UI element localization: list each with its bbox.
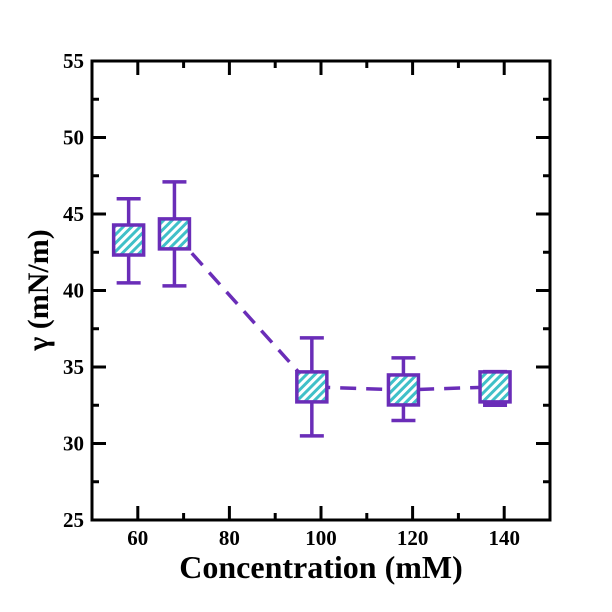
plot-frame	[90, 59, 552, 522]
x-tick-label: 60	[127, 526, 148, 550]
data-point-marker	[295, 370, 329, 404]
y-tick-label: 45	[63, 202, 84, 226]
y-tick-label: 40	[63, 279, 84, 303]
series-line	[173, 232, 496, 392]
tick-labels: 25 30 35 40 45 50 55 60 80 100 120 140	[63, 49, 520, 550]
x-tick-label: 120	[397, 526, 429, 550]
axis-ticks	[90, 59, 552, 522]
data-point-marker	[157, 217, 192, 251]
x-tick-label: 100	[305, 526, 337, 550]
y-axis-title: γ (mN/m)	[22, 229, 55, 352]
y-tick-label: 30	[63, 432, 84, 456]
data-point-marker	[386, 373, 421, 407]
y-tick-label: 50	[63, 126, 84, 150]
series-dashed-line	[173, 232, 496, 392]
x-tick-label: 140	[488, 526, 520, 550]
y-tick-label: 55	[63, 49, 84, 73]
x-axis-title: Concentration (mM)	[179, 549, 462, 585]
data-markers	[111, 217, 512, 407]
y-tick-label: 35	[63, 355, 84, 379]
y-tick-label: 25	[63, 508, 84, 532]
data-point-marker	[111, 223, 146, 257]
data-point-marker	[478, 370, 512, 404]
x-tick-label: 80	[219, 526, 240, 550]
